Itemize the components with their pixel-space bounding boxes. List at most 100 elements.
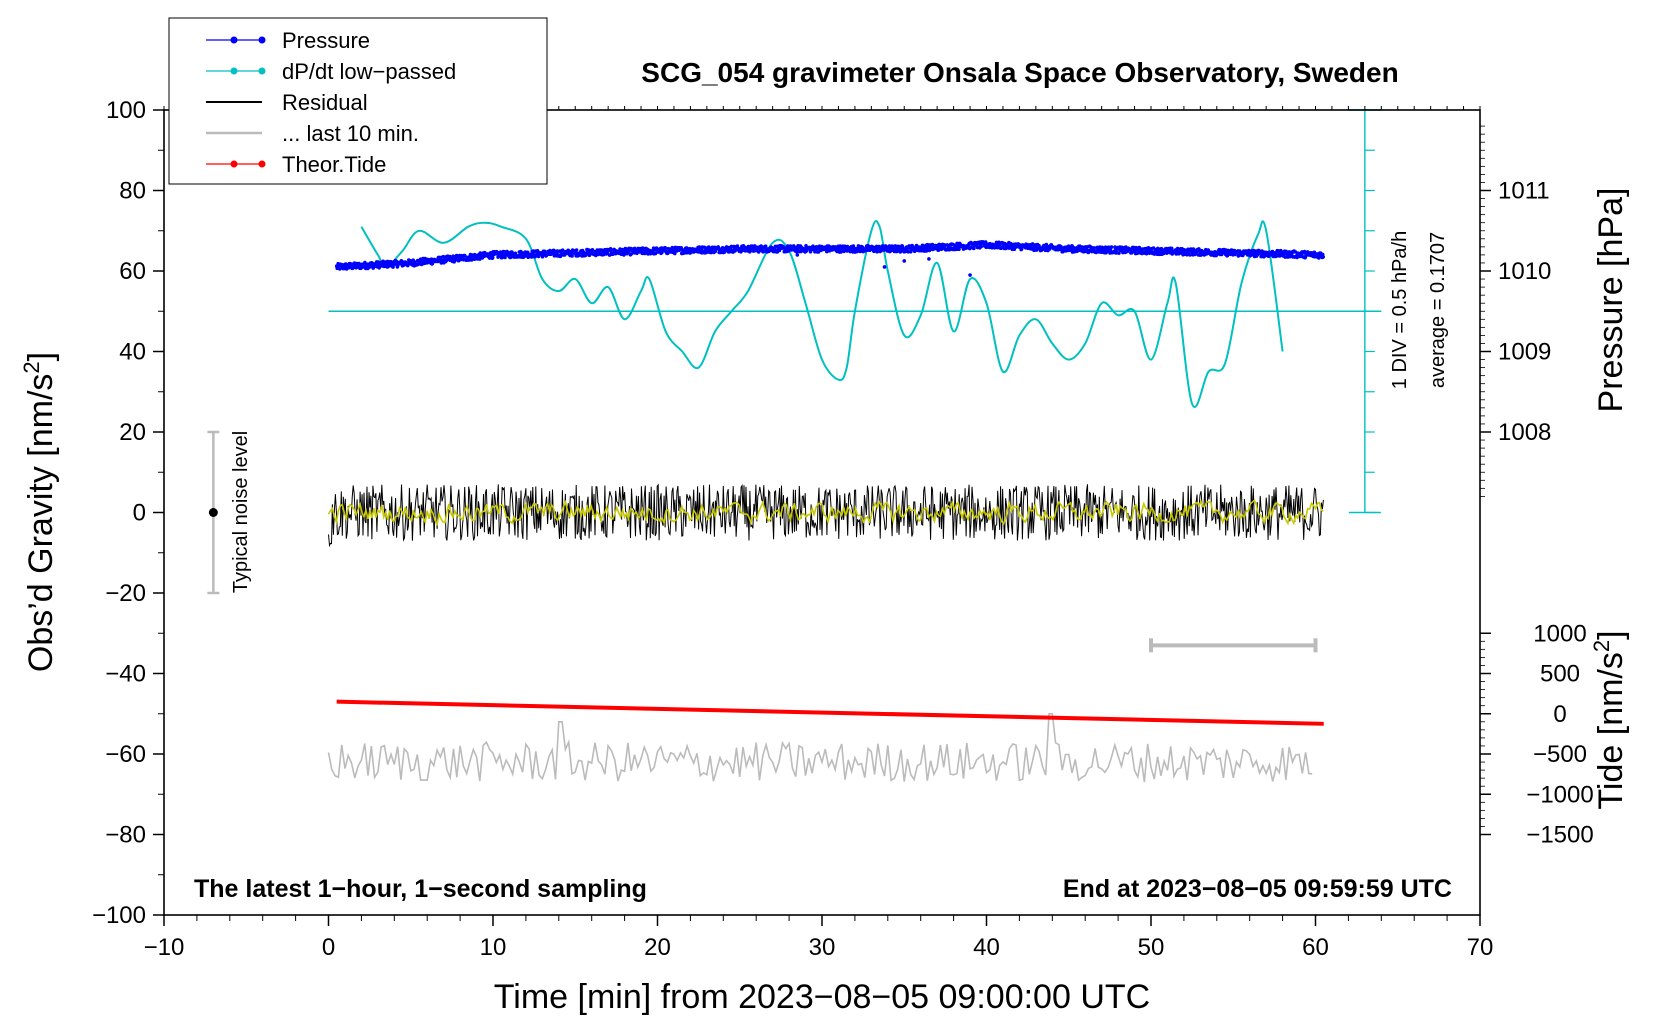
pressure-point <box>540 254 545 259</box>
dpdt-curve <box>360 219 1284 408</box>
average-label: average = 0.1707 <box>1427 232 1449 388</box>
pressure-point <box>786 249 791 253</box>
x-tick-label: 40 <box>973 934 1000 961</box>
pressure-point <box>406 263 410 268</box>
pressure-point <box>746 244 751 249</box>
y-axis-title-left-main: Obs’d Gravity [nm/s <box>22 374 60 673</box>
y-tick-label: 0 <box>133 500 146 527</box>
pressure-point <box>979 244 983 249</box>
pressure-point <box>842 249 846 254</box>
y-tick-label: −20 <box>105 580 146 607</box>
pressure-outlier <box>882 265 887 269</box>
tide-tick-label: 1000 <box>1533 620 1586 647</box>
tide-tick-label: −500 <box>1533 741 1587 768</box>
pressure-point <box>1092 246 1096 250</box>
pressure-point <box>1117 251 1121 255</box>
legend-dpdt-marker-right <box>258 67 266 75</box>
y-tick-label: 100 <box>106 97 146 124</box>
pressure-outlier <box>795 253 800 257</box>
x-axis-title: Time [min] from 2023−08−05 09:00:00 UTC <box>494 978 1150 1016</box>
series-layer <box>207 109 1382 783</box>
pressure-point <box>756 250 761 254</box>
bottom-right-note: End at 2023−08−05 09:59:59 UTC <box>1063 875 1452 903</box>
pressure-point <box>901 246 906 251</box>
x-tick-label: 10 <box>480 934 507 961</box>
tide-tick-label: −1500 <box>1526 822 1593 849</box>
tide-tick-label: −1000 <box>1526 781 1593 808</box>
y-tick-label: −100 <box>92 902 146 929</box>
pressure-point <box>626 249 631 254</box>
legend-pressure-marker-right <box>258 36 266 44</box>
pressure-point <box>851 244 856 248</box>
pressure-point <box>490 255 495 260</box>
pressure-tick-label: 1009 <box>1498 339 1551 366</box>
y-axis-title-tide-sup: 2 <box>1589 640 1614 652</box>
legend-pressure-marker-left <box>230 36 238 44</box>
y-tick-label: −80 <box>105 822 146 849</box>
y-tick-label: 60 <box>119 258 146 285</box>
pressure-point <box>679 246 683 250</box>
pressure-point <box>349 262 354 266</box>
legend-pressure-label: Pressure <box>282 28 370 53</box>
y-axis-title-left-close: ] <box>22 352 60 361</box>
pressure-point <box>957 247 961 251</box>
pressure-point <box>525 250 530 255</box>
legend-item-dpdt: dP/dt low−passed <box>206 59 456 84</box>
pressure-point <box>1237 253 1241 258</box>
legend-tide-label: Theor.Tide <box>282 152 386 177</box>
y-axis-title-tide: Tide [nm/s2] <box>1589 630 1630 809</box>
y-axis-title-tide-close: ] <box>1592 630 1630 639</box>
x-tick-label: 60 <box>1302 934 1329 961</box>
pressure-point <box>777 248 782 253</box>
pressure-point <box>1109 245 1114 249</box>
pressure-point <box>1191 247 1196 251</box>
tide-tick-label: 0 <box>1553 701 1566 728</box>
pressure-point <box>972 246 976 251</box>
pressure-point <box>463 254 467 258</box>
pressure-point <box>839 250 843 254</box>
chart-title: SCG_054 gravimeter Onsala Space Observat… <box>641 57 1398 88</box>
legend-dpdt-label: dP/dt low−passed <box>282 59 456 84</box>
last-10-min-line <box>327 713 1313 783</box>
x-tick-label: 50 <box>1138 934 1165 961</box>
legend-last10-label: ... last 10 min. <box>282 121 419 146</box>
x-tick-label: 30 <box>809 934 836 961</box>
div-label: 1 DIV = 0.5 hPa/h <box>1389 231 1411 389</box>
pressure-point <box>1019 247 1024 251</box>
pressure-point <box>1048 247 1052 251</box>
pressure-point <box>1321 255 1325 259</box>
pressure-tick-label: 1008 <box>1498 419 1551 446</box>
legend: Pressure dP/dt low−passed Residual ... l… <box>168 17 548 185</box>
y-axis-title-pressure: Pressure [hPa] <box>1592 188 1630 413</box>
y-tick-label: 20 <box>119 419 146 446</box>
pressure-point <box>762 249 766 254</box>
x-tick-label: 20 <box>644 934 671 961</box>
residual-smoothed-line <box>327 498 1324 527</box>
residual-line <box>328 483 1324 548</box>
pressure-tick-label: 1011 <box>1498 178 1550 205</box>
legend-item-pressure: Pressure <box>206 28 370 53</box>
legend-item-last10: ... last 10 min. <box>206 121 419 146</box>
legend-tide-marker-left <box>230 160 238 168</box>
y-tick-label: 80 <box>119 178 146 205</box>
pressure-point <box>875 250 879 254</box>
x-tick-label: 70 <box>1467 934 1494 961</box>
y-tick-label: −60 <box>105 741 146 768</box>
y-axis-title-left: Obs’d Gravity [nm/s2] <box>19 352 60 672</box>
y-axis-title-left-sup: 2 <box>19 361 44 373</box>
y-axis-title-tide-main: Tide [nm/s <box>1592 652 1630 809</box>
pressure-tick-label: 1010 <box>1498 258 1551 285</box>
tide-line <box>336 699 1324 726</box>
pressure-point <box>574 248 579 252</box>
pressure-point <box>673 251 677 256</box>
pressure-outlier <box>927 257 931 261</box>
legend-dpdt-marker-left <box>230 67 238 75</box>
pressure-point <box>609 248 613 253</box>
pressure-outlier <box>902 259 907 263</box>
tide-tick-label: 500 <box>1540 661 1580 688</box>
pressure-point <box>893 244 898 248</box>
pressure-point <box>371 266 376 270</box>
x-tick-label: −10 <box>144 934 185 961</box>
pressure-point <box>663 246 668 250</box>
